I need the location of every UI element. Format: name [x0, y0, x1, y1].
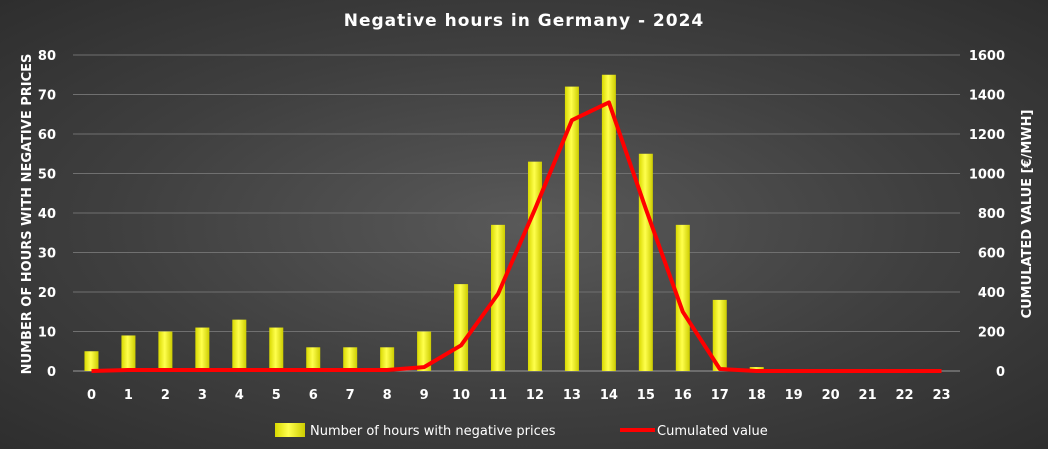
y-tick-label: 30	[38, 247, 56, 262]
y-axis-label: NUMBER OF HOURS WITH NEGATIVE PRICES	[20, 54, 35, 375]
bar-series	[84, 74, 764, 371]
bar	[195, 327, 210, 371]
bar	[601, 74, 616, 371]
y2-tick-label: 1400	[969, 89, 1005, 104]
bar	[675, 224, 690, 371]
y2-tick-label: 200	[978, 326, 1005, 341]
y-tick-label: 70	[38, 89, 56, 104]
x-tick-label: 4	[235, 388, 244, 403]
x-tick-label: 15	[637, 388, 655, 403]
y2-tick-label: 0	[996, 365, 1005, 380]
y2-tick-label: 1000	[969, 168, 1005, 183]
y2-tick-label: 800	[978, 207, 1005, 222]
legend: Number of hours with negative prices Cum…	[275, 423, 768, 439]
x-tick-label: 7	[346, 388, 355, 403]
y-tick-label: 80	[38, 49, 56, 64]
y2-tick-label: 400	[978, 286, 1005, 301]
x-tick-label: 14	[600, 388, 618, 403]
y2-tick-label: 600	[978, 247, 1005, 262]
gridlines	[73, 54, 960, 372]
bar	[121, 335, 136, 371]
line-series	[91, 100, 942, 373]
x-tick-label: 3	[198, 388, 207, 403]
chart-title: Negative hours in Germany - 2024	[344, 11, 704, 31]
x-tick-label: 20	[822, 388, 840, 403]
x-tick-label: 12	[526, 388, 544, 403]
x-tick-label: 13	[563, 388, 581, 403]
bar	[564, 86, 579, 371]
y-tick-label: 20	[38, 286, 56, 301]
x-tick-label: 16	[674, 388, 692, 403]
x-tick-label: 9	[420, 388, 429, 403]
bar	[158, 331, 173, 371]
y-tick-label: 0	[47, 365, 56, 380]
y2-axis-label: CUMULATED VALUE [€/MWH]	[1020, 110, 1035, 319]
bar	[84, 351, 99, 371]
bar	[343, 347, 358, 371]
legend-bar-swatch	[275, 423, 305, 437]
x-tick-label: 21	[859, 388, 877, 403]
x-tick-label: 10	[452, 388, 470, 403]
x-tick-label: 0	[87, 388, 96, 403]
y-tick-label: 60	[38, 128, 56, 143]
x-tick-label: 17	[711, 388, 729, 403]
cumulated-value-line	[91, 100, 942, 373]
x-tick-label: 11	[489, 388, 507, 403]
axis-ticks: 0102030405060708002004006008001000120014…	[38, 49, 1005, 403]
bar	[232, 319, 247, 371]
x-tick-label: 23	[932, 388, 950, 403]
bar	[380, 347, 395, 371]
x-tick-label: 19	[785, 388, 803, 403]
legend-line-label: Cumulated value	[657, 424, 768, 439]
x-tick-label: 2	[161, 388, 170, 403]
bar	[454, 284, 469, 371]
x-tick-label: 8	[383, 388, 392, 403]
y2-tick-label: 1200	[969, 128, 1005, 143]
x-tick-label: 5	[272, 388, 281, 403]
bar	[638, 153, 653, 371]
legend-bar-label: Number of hours with negative prices	[310, 424, 556, 439]
x-tick-label: 22	[896, 388, 914, 403]
bar	[269, 327, 284, 371]
y2-tick-label: 1600	[969, 49, 1005, 64]
bar	[712, 299, 727, 371]
x-tick-label: 1	[124, 388, 133, 403]
x-tick-label: 18	[748, 388, 766, 403]
bar	[491, 224, 506, 371]
y-tick-label: 40	[38, 207, 56, 222]
x-tick-label: 6	[309, 388, 318, 403]
y-tick-label: 10	[38, 326, 56, 341]
bar	[417, 331, 432, 371]
bar	[306, 347, 321, 371]
y-tick-label: 50	[38, 168, 56, 183]
